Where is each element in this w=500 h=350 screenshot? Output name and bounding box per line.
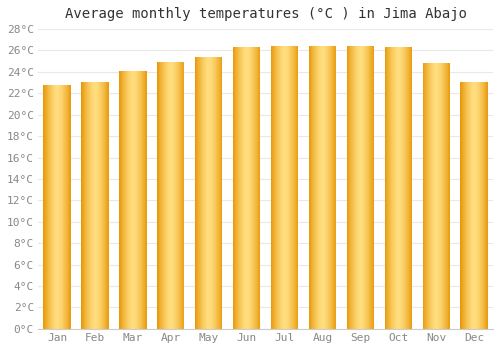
Title: Average monthly temperatures (°C ) in Jima Abajo: Average monthly temperatures (°C ) in Ji… [64,7,466,21]
